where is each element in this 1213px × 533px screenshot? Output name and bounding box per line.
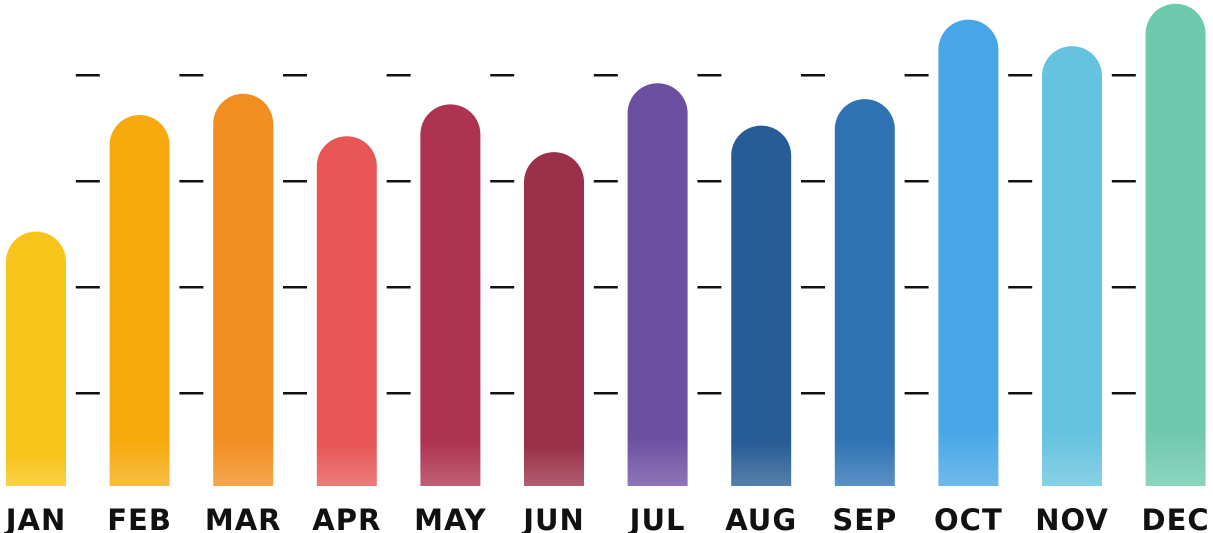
bar-apr — [316, 136, 377, 486]
bar-may — [420, 104, 481, 487]
bar-feb — [109, 114, 170, 486]
gridline-dashes — [75, 73, 1136, 395]
month-label-apr: APR — [312, 503, 381, 533]
bar-nov — [1042, 46, 1102, 486]
month-label-jul: JUL — [628, 503, 686, 533]
month-label-aug: AUG — [725, 503, 797, 533]
month-label-feb: FEB — [107, 503, 172, 533]
month-label-may: MAY — [414, 503, 487, 533]
bar-mar — [213, 93, 274, 487]
bar-dec — [1145, 3, 1206, 486]
month-label-jun: JUN — [521, 503, 585, 533]
month-label-nov: NOV — [1035, 503, 1109, 533]
month-labels: JAN FEB MAR APR MAY JUN JUL AUG SEP OCT NOV DEC — [4, 503, 1210, 533]
month-label-jan: JAN — [4, 503, 67, 533]
bars — [6, 3, 1206, 487]
bar-jun — [524, 152, 584, 486]
month-label-mar: MAR — [205, 503, 282, 533]
bar-oct — [938, 19, 999, 486]
bar-aug — [731, 125, 792, 486]
month-label-sep: SEP — [832, 503, 897, 533]
bar-jul — [627, 83, 688, 486]
month-label-dec: DEC — [1142, 503, 1210, 533]
bar-sep — [834, 99, 895, 487]
bar-jan — [6, 231, 66, 486]
month-label-oct: OCT — [934, 503, 1003, 533]
